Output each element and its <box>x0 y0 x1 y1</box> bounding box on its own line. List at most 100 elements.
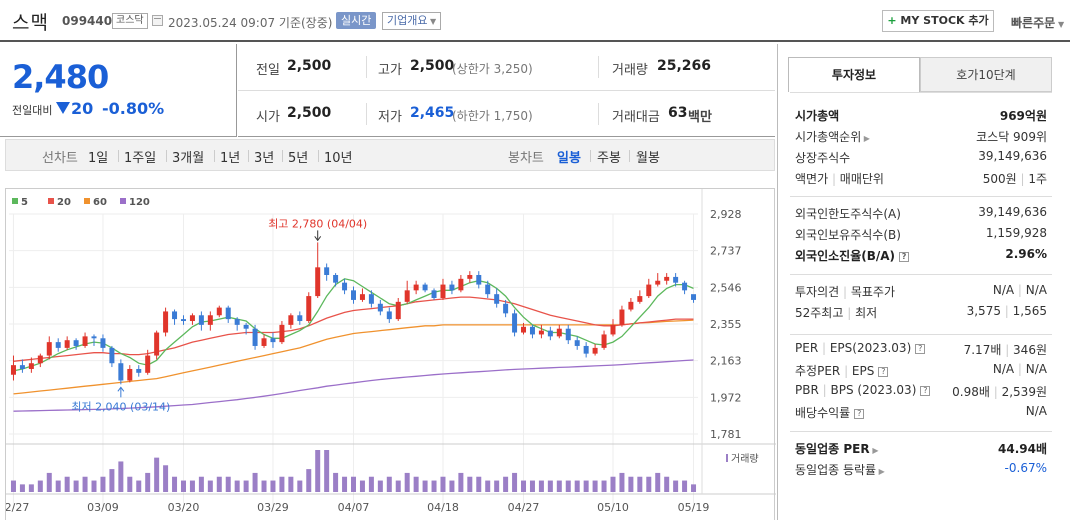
company-info-label: 기업개요 <box>387 14 428 27</box>
chevron-right-icon[interactable]: ▶ <box>861 134 870 143</box>
help-icon[interactable]: ? <box>854 409 865 419</box>
company-info-dropdown[interactable]: 기업개요 ▼ <box>382 12 442 30</box>
divider <box>790 274 1052 275</box>
volume-bar <box>431 480 437 492</box>
volume-bar <box>673 480 679 492</box>
period-0[interactable]: 1일 <box>88 151 109 166</box>
change-amount: 20 <box>71 99 94 118</box>
candle-body <box>145 355 151 373</box>
divider <box>629 150 630 162</box>
volume-bar <box>333 472 339 492</box>
divider <box>318 150 319 162</box>
candle-chart-label: 봉차트 <box>508 151 544 166</box>
realtime-button[interactable]: 실시간 <box>336 12 377 29</box>
info-key: 투자의견 | 목표주가 <box>795 283 895 300</box>
upper-limit: (상한가 3,250) <box>452 62 533 76</box>
volume-bar <box>216 476 222 492</box>
info-key: 배당수익률? <box>795 404 865 421</box>
volume-bar <box>529 480 535 492</box>
legend-label-60: 60 <box>93 197 107 208</box>
help-icon[interactable]: ? <box>920 386 931 396</box>
help-icon[interactable]: ? <box>878 367 889 377</box>
volume-bar <box>601 480 607 492</box>
chevron-right-icon[interactable]: ▶ <box>876 467 885 476</box>
line-chart-label: 선차트 <box>42 151 78 166</box>
candle-body <box>521 326 527 333</box>
volume-bar <box>198 476 204 492</box>
info-key-text: 투자의견 <box>795 285 840 299</box>
divider <box>590 150 591 162</box>
info-value: 3,575 | 1,565 <box>967 304 1047 318</box>
tab-order-book[interactable]: 호가10단계 <box>920 57 1052 92</box>
candle-period-0[interactable]: 일봉 <box>557 151 581 166</box>
stock-code: 099440 <box>62 14 113 28</box>
period-1[interactable]: 1주일 <box>124 151 157 166</box>
info-value: 969억원 <box>1000 107 1047 124</box>
candle-body <box>646 284 652 297</box>
period-5[interactable]: 5년 <box>288 151 309 166</box>
info-key: PBR | BPS (2023.03)? <box>795 383 931 397</box>
info-value-text: 1,159,928 <box>985 226 1047 240</box>
candle-body <box>55 342 61 348</box>
quick-order-button[interactable]: 빠른주문 ▼ <box>1011 14 1064 31</box>
info-value-text: N/A <box>1025 362 1047 376</box>
divider <box>790 92 1052 93</box>
candle-body <box>19 365 25 369</box>
divider <box>366 103 367 125</box>
volume-bar <box>154 457 160 492</box>
info-row: 동일업종 등락률 ▶ -0.67% <box>795 461 1047 481</box>
info-key-text: PBR <box>795 383 819 397</box>
candle-body <box>413 284 419 291</box>
info-key: 동일업종 PER ▶ <box>795 440 879 457</box>
open-label: 시가 <box>256 110 280 125</box>
candle-body <box>163 311 169 333</box>
info-row: 추정PER | EPS? N/A | N/A <box>795 362 1047 382</box>
volume-bar <box>189 480 195 492</box>
mystock-add-button[interactable]: + MY STOCK 추가 <box>882 10 994 32</box>
info-key-text: 52주최고 <box>795 306 844 320</box>
volume-bar <box>646 476 652 492</box>
volume-bar <box>682 480 688 492</box>
period-2[interactable]: 3개월 <box>172 151 205 166</box>
separator: | <box>828 172 840 186</box>
amount-value: 63 <box>668 105 688 121</box>
volume-bar <box>109 469 115 492</box>
panel-tabs: 투자정보 호가10단계 <box>788 57 1052 92</box>
candle-body <box>136 368 142 373</box>
info-value: 44.94배 <box>998 440 1047 457</box>
change-percent: -0.80% <box>102 99 165 118</box>
volume-bar <box>395 480 401 492</box>
volume-bar <box>449 480 455 492</box>
info-value-text: 44.94배 <box>998 442 1047 456</box>
chevron-right-icon[interactable]: ▶ <box>869 446 879 455</box>
volume-bar <box>37 480 43 492</box>
candle-body <box>189 315 195 322</box>
volume-bar <box>243 480 249 492</box>
period-3[interactable]: 1년 <box>220 151 241 166</box>
volume-bar <box>172 476 178 492</box>
help-icon[interactable]: ? <box>915 344 926 354</box>
candle-period-1[interactable]: 주봉 <box>597 151 621 166</box>
separator: | <box>1000 304 1013 318</box>
candle-body <box>109 347 115 364</box>
info-row: 상장주식수 39,149,636 <box>795 149 1047 169</box>
stock-chart[interactable]: 5 20 60 120 2,928 2,737 2,546 2,355 2,163 1,972 1,… <box>0 188 776 520</box>
period-6[interactable]: 10년 <box>324 151 353 166</box>
high-annotation: 최고 2,780 (04/04) <box>268 217 367 230</box>
summary-divider <box>238 90 775 91</box>
separator: | <box>1001 343 1014 357</box>
candle-body <box>351 290 356 300</box>
candle-period-2[interactable]: 월봉 <box>636 151 660 166</box>
candle-body <box>288 315 294 325</box>
info-row: 시가총액 969억원 <box>795 107 1047 127</box>
tab-invest-info[interactable]: 투자정보 <box>788 57 920 92</box>
period-4[interactable]: 3년 <box>254 151 275 166</box>
high-value: 2,500 <box>410 58 455 74</box>
help-icon[interactable]: ? <box>899 252 910 262</box>
volume-bar <box>664 476 670 492</box>
candle-body <box>565 328 571 341</box>
info-value-text: 2.96% <box>1005 247 1047 261</box>
volume-bar <box>28 484 34 492</box>
volume-bar <box>118 461 124 492</box>
panel-divider <box>777 44 778 520</box>
